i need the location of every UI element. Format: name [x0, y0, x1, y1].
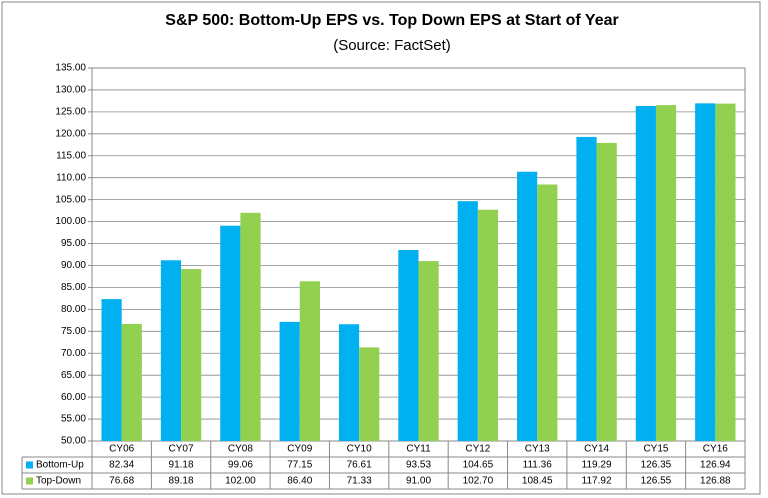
- chart-subtitle: (Source: FactSet): [333, 37, 451, 54]
- x-tick-label: CY07: [169, 444, 194, 455]
- y-tick-label: 85.00: [61, 282, 86, 293]
- y-tick-label: 60.00: [61, 392, 86, 403]
- x-tick-label: CY12: [465, 444, 490, 455]
- bar: [576, 136, 597, 441]
- table-value: 71.33: [347, 476, 372, 487]
- y-tick-label: 135.00: [55, 63, 86, 74]
- y-tick-label: 100.00: [55, 216, 86, 227]
- y-tick-label: 120.00: [55, 128, 86, 139]
- bar: [338, 324, 360, 441]
- table-value: 126.55: [641, 476, 672, 487]
- table-value: 86.40: [287, 476, 312, 487]
- y-tick-label: 105.00: [55, 194, 86, 205]
- y-tick-label: 125.00: [55, 107, 86, 118]
- y-tick-label: 65.00: [61, 370, 86, 381]
- y-tick-label: 115.00: [56, 150, 86, 161]
- bar: [596, 142, 617, 442]
- table-value: 111.36: [523, 460, 553, 471]
- x-tick-label: CY14: [584, 444, 609, 455]
- bar: [418, 261, 439, 441]
- bar: [160, 260, 182, 441]
- y-tick-label: 75.00: [61, 326, 86, 337]
- y-tick-label: 80.00: [61, 304, 86, 315]
- x-tick-label: CY06: [109, 444, 134, 455]
- x-tick-label: CY08: [228, 444, 253, 455]
- x-tick-label: CY15: [643, 444, 668, 455]
- table-value: 91.00: [406, 476, 431, 487]
- y-tick-label: 90.00: [61, 260, 86, 271]
- legend-label: Bottom-Up: [36, 460, 84, 471]
- legend-label: Top-Down: [36, 476, 81, 487]
- table-value: 119.29: [582, 460, 612, 471]
- y-tick-label: 95.00: [61, 238, 86, 249]
- x-tick-label: CY09: [287, 444, 312, 455]
- y-tick-label: 130.00: [55, 85, 86, 96]
- x-tick-label: CY10: [347, 444, 372, 455]
- bar: [220, 225, 241, 441]
- bar: [655, 105, 677, 441]
- bar: [477, 209, 499, 441]
- y-tick-label: 55.00: [61, 414, 86, 425]
- x-tick-label: CY16: [703, 444, 728, 455]
- x-tick-label: CY11: [406, 444, 431, 455]
- table-value: 102.00: [225, 476, 256, 487]
- table-value: 117.92: [582, 476, 612, 487]
- bar: [121, 323, 142, 441]
- bar: [101, 299, 122, 441]
- legend-key: [26, 461, 33, 469]
- table-value: 77.15: [287, 460, 312, 471]
- table-value: 108.45: [522, 476, 553, 487]
- bar: [240, 212, 261, 441]
- bar: [299, 281, 320, 441]
- legend-key: [26, 477, 33, 485]
- table-value: 99.06: [228, 460, 253, 471]
- bar: [359, 347, 380, 441]
- y-tick-label: 110.00: [56, 172, 86, 183]
- chart-title: S&P 500: Bottom-Up EPS vs. Top Down EPS …: [165, 12, 618, 29]
- y-tick-label: 50.00: [61, 436, 86, 447]
- y-tick-label: 70.00: [61, 348, 86, 359]
- table-value: 126.35: [641, 460, 672, 471]
- bar: [181, 269, 202, 441]
- bar: [695, 103, 716, 442]
- table-value: 91.18: [169, 460, 194, 471]
- table-value: 93.53: [406, 460, 431, 471]
- table-value: 126.88: [700, 476, 731, 487]
- bar: [517, 171, 538, 441]
- table-value: 76.68: [109, 476, 134, 487]
- bar: [398, 249, 419, 441]
- table-value: 126.94: [700, 460, 731, 471]
- table-value: 82.34: [109, 460, 134, 471]
- table-value: 104.65: [463, 460, 494, 471]
- table-value: 89.18: [169, 476, 194, 487]
- bar: [715, 103, 736, 441]
- bar: [537, 184, 558, 442]
- bar: [457, 201, 478, 441]
- table-value: 76.61: [347, 460, 372, 471]
- table-value: 102.70: [463, 476, 494, 487]
- x-tick-label: CY13: [525, 444, 550, 455]
- bar: [635, 105, 656, 441]
- bar: [279, 321, 300, 441]
